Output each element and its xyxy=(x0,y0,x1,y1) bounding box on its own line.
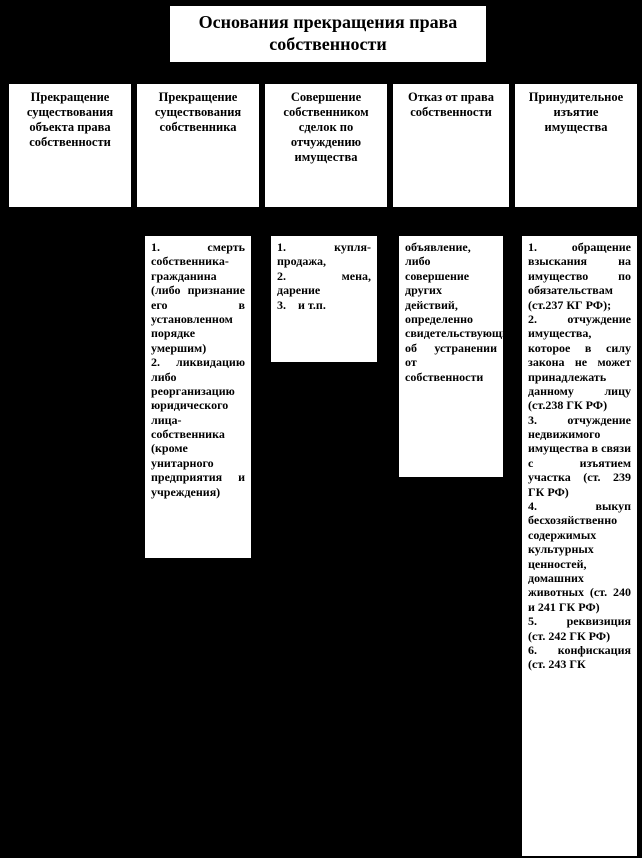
detail-owner-termination: 1. смерть собственника-гражданина (либо … xyxy=(143,234,253,560)
connector-bus_to_cat3 xyxy=(325,74,327,82)
detail-renouncement: объявление, либо совершение других дейст… xyxy=(397,234,505,479)
category-object-termination: Прекращение существования объекта права … xyxy=(7,82,133,209)
connector-bus_h xyxy=(69,74,577,76)
connector-bus_to_cat2 xyxy=(197,74,199,82)
category-label: Принудительное изъятие имущества xyxy=(521,90,631,135)
title-text: Основания прекращения права собственност… xyxy=(176,12,480,55)
category-label: Прекращение существования объекта права … xyxy=(15,90,125,150)
category-label: Отказ от права собственности xyxy=(399,90,503,120)
connector-cat5_to_det5 xyxy=(575,209,577,234)
detail-text: объявление, либо совершение других дейст… xyxy=(405,240,515,384)
detail-owner-transaction: 1. купля-продажа,2. мена, дарение3. и т.… xyxy=(269,234,379,364)
connector-bus_to_cat4 xyxy=(450,74,452,82)
category-renouncement: Отказ от права собственности xyxy=(391,82,511,209)
connector-cat4_to_det4 xyxy=(450,209,452,234)
connector-title_to_bus_v xyxy=(327,64,329,74)
connector-bus_to_cat1 xyxy=(69,74,71,82)
connector-cat2_to_det2 xyxy=(197,209,199,234)
connector-bus_to_cat5 xyxy=(575,74,577,82)
category-label: Прекращение существования собственника xyxy=(143,90,253,135)
detail-forced-seizure: 1. обращение взыскания на имущество по о… xyxy=(520,234,639,858)
category-owner-transaction: Совершение собственником сделок по отчуж… xyxy=(263,82,389,209)
category-forced-seizure: Принудительное изъятие имущества xyxy=(513,82,639,209)
connector-cat3_to_det3 xyxy=(325,209,327,234)
category-label: Совершение собственником сделок по отчуж… xyxy=(271,90,381,165)
title-box: Основания прекращения права собственност… xyxy=(168,4,488,64)
diagram-canvas: Основания прекращения права собственност… xyxy=(0,0,642,858)
category-owner-termination: Прекращение существования собственника xyxy=(135,82,261,209)
